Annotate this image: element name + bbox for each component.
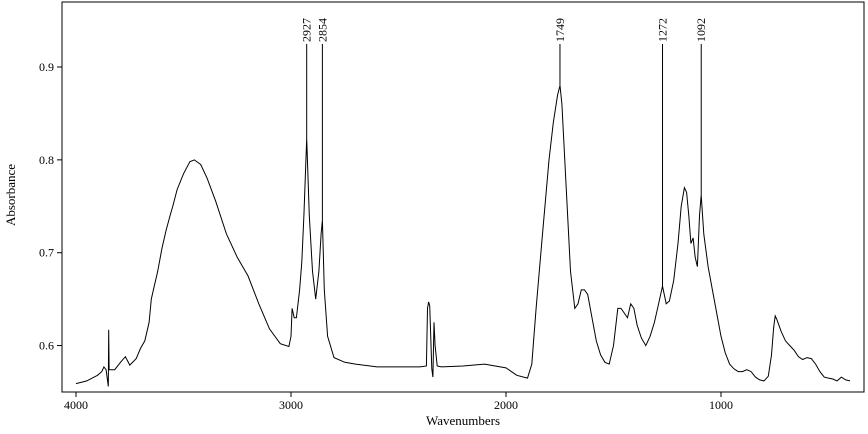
y-axis-ticks: 0.6 0.7 0.8 0.9 <box>39 60 62 353</box>
y-tick-label: 0.8 <box>39 153 54 167</box>
x-tick-label: 1000 <box>709 398 733 412</box>
x-tick-label: 4000 <box>64 398 88 412</box>
peak-label: 2854 <box>315 18 329 42</box>
peak-label: 1749 <box>553 18 567 42</box>
spectrum-series-line <box>75 85 851 387</box>
peak-label: 1272 <box>656 18 670 42</box>
peak-label: 2927 <box>300 18 314 42</box>
x-tick-label: 2000 <box>494 398 518 412</box>
plot-frame <box>61 1 865 393</box>
y-tick-label: 0.7 <box>39 246 54 260</box>
peak-label: 1092 <box>694 18 708 42</box>
x-tick-label: 3000 <box>279 398 303 412</box>
y-tick-label: 0.9 <box>39 60 54 74</box>
x-axis-ticks: 4000 3000 2000 1000 <box>64 392 733 412</box>
y-axis-title: Absorbance <box>3 164 18 226</box>
y-tick-label: 0.6 <box>39 339 54 353</box>
x-axis-title: Wavenumbers <box>426 413 500 428</box>
peak-markers: 2927 2854 1749 1272 1092 <box>300 18 708 287</box>
